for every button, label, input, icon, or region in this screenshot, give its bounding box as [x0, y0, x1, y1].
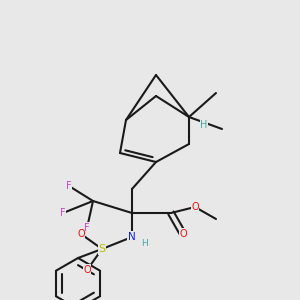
Text: O: O: [191, 202, 199, 212]
Text: H: H: [141, 238, 147, 247]
Text: O: O: [179, 229, 187, 239]
Text: N: N: [128, 232, 136, 242]
Text: H: H: [200, 119, 208, 130]
Text: F: F: [66, 181, 72, 191]
Text: S: S: [98, 244, 106, 254]
Text: O: O: [83, 265, 91, 275]
Text: F: F: [60, 208, 66, 218]
Text: F: F: [84, 223, 90, 233]
Text: O: O: [77, 229, 85, 239]
